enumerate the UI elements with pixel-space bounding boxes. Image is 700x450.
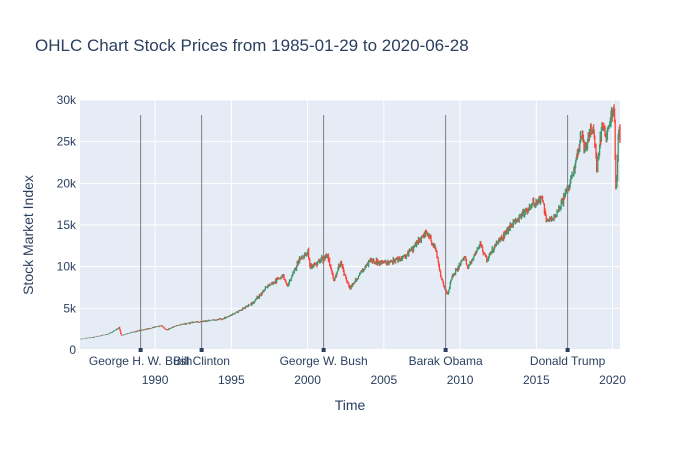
ohlc-series (79, 104, 621, 340)
y-axis-title: Stock Market Index (20, 175, 36, 295)
annotation-marker (321, 348, 326, 352)
y-tick-label: 25k (57, 135, 77, 149)
x-tick-label: 2015 (523, 373, 550, 387)
y-tick-label: 10k (57, 260, 77, 274)
annotation-label: Bill Clinton (173, 354, 230, 368)
annotation-label: Barak Obama (409, 354, 483, 368)
annotation-label: George W. Bush (280, 354, 368, 368)
x-tick-label: 1990 (142, 373, 169, 387)
annotation-marker (138, 348, 143, 352)
x-tick-label: 2000 (294, 373, 321, 387)
chart-title: OHLC Chart Stock Prices from 1985-01-29 … (35, 36, 469, 55)
y-axis-ticks: 0 5k 10k 15k 20k 25k 30k (57, 93, 77, 357)
y-tick-label: 0 (69, 343, 76, 357)
x-tick-label: 2005 (370, 373, 397, 387)
x-tick-label: 2010 (447, 373, 474, 387)
y-tick-label: 15k (57, 218, 77, 232)
gridlines (80, 99, 620, 351)
x-tick-label: 1995 (218, 373, 245, 387)
annotation-marker (199, 348, 204, 352)
y-tick-label: 5k (63, 301, 77, 315)
x-tick-label: 2020 (599, 373, 626, 387)
x-axis-ticks: 1990 1995 2000 2005 2010 2015 2020 (142, 373, 626, 387)
annotation-marker (443, 348, 448, 352)
annotation-label: Donald Trump (530, 354, 606, 368)
y-tick-label: 30k (57, 93, 77, 107)
x-axis-title: Time (335, 397, 366, 413)
y-tick-label: 20k (57, 176, 77, 190)
annotation-marker (565, 348, 570, 352)
annotation-label: George H. W. Bush (89, 354, 192, 368)
